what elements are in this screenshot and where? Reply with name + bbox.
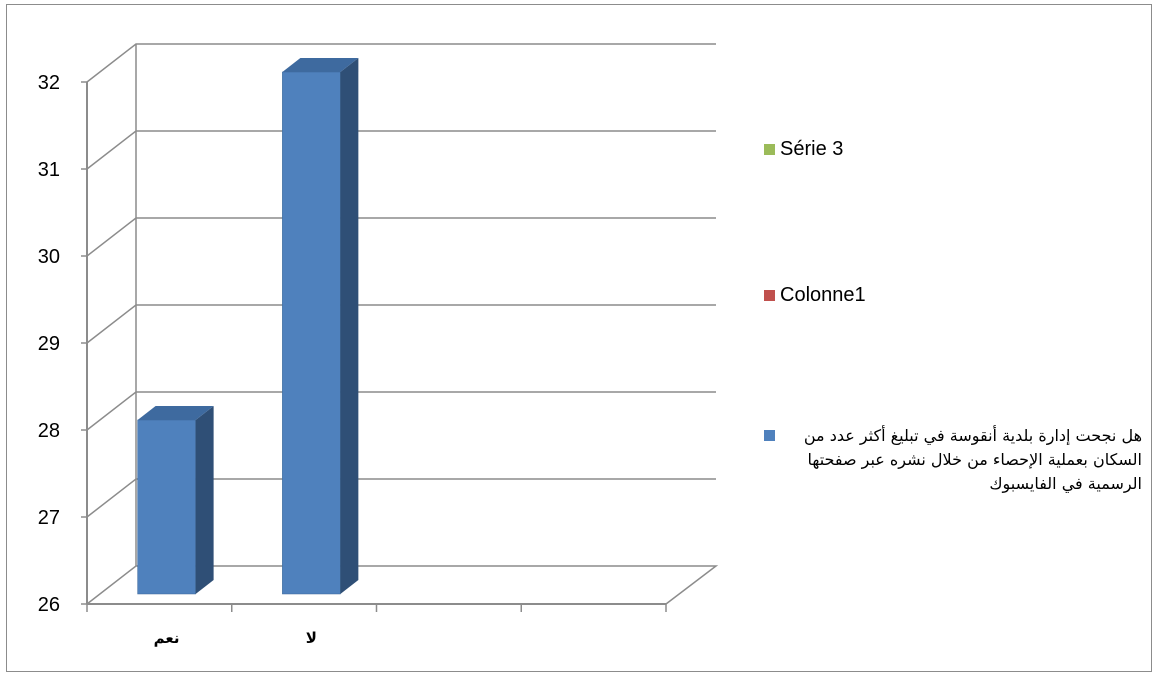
legend-label-serie3: Série 3 xyxy=(780,138,844,160)
x-axis-labels: نعم لا xyxy=(154,629,317,647)
bar xyxy=(282,58,359,595)
gridline xyxy=(86,304,716,344)
gridlines xyxy=(86,43,716,518)
legend-swatch-serie3 xyxy=(764,144,775,155)
gridline xyxy=(86,130,716,170)
bar-front xyxy=(282,71,341,595)
floor-outline xyxy=(86,565,719,605)
y-tick-label: 32 xyxy=(38,72,60,94)
bar-top xyxy=(137,406,214,420)
x-category-label: نعم xyxy=(154,629,180,647)
y-tick-label: 29 xyxy=(38,333,60,355)
y-tick-label: 31 xyxy=(38,159,60,181)
bar-side xyxy=(195,406,214,594)
gridline xyxy=(86,43,716,83)
gridline xyxy=(86,217,716,257)
legend-swatch-series1 xyxy=(764,430,775,441)
gridline xyxy=(86,478,716,518)
x-axis xyxy=(86,604,667,612)
bar-side xyxy=(340,58,359,594)
legend-label-series1: هل نجحت إدارة بلدية أنقوسة في تبليغ أكثر… xyxy=(803,426,1142,493)
legend-item-series1: هل نجحت إدارة بلدية أنقوسة في تبليغ أكثر… xyxy=(764,424,1142,496)
x-category-label: لا xyxy=(306,629,317,647)
bar-top xyxy=(282,58,359,72)
legend-item-colonne1: Colonne1 xyxy=(764,284,866,307)
y-tick-label: 28 xyxy=(38,420,60,442)
gridline xyxy=(86,391,716,431)
legend-label-colonne1: Colonne1 xyxy=(780,284,866,306)
legend-item-serie3: Série 3 xyxy=(764,138,843,161)
y-tick-label: 26 xyxy=(38,594,60,616)
chart-frame xyxy=(6,4,1152,672)
bar xyxy=(137,406,214,595)
legend-swatch-colonne1 xyxy=(764,290,775,301)
bar-front xyxy=(137,419,196,595)
legend: Série 3 Colonne1 هل نجحت إدارة بلدية أنق… xyxy=(760,0,1150,675)
y-tick-label: 27 xyxy=(38,507,60,529)
y-tick-label: 30 xyxy=(38,246,60,268)
y-axis-ticks: 26 27 28 29 30 31 32 xyxy=(38,72,87,616)
bars xyxy=(137,58,359,595)
